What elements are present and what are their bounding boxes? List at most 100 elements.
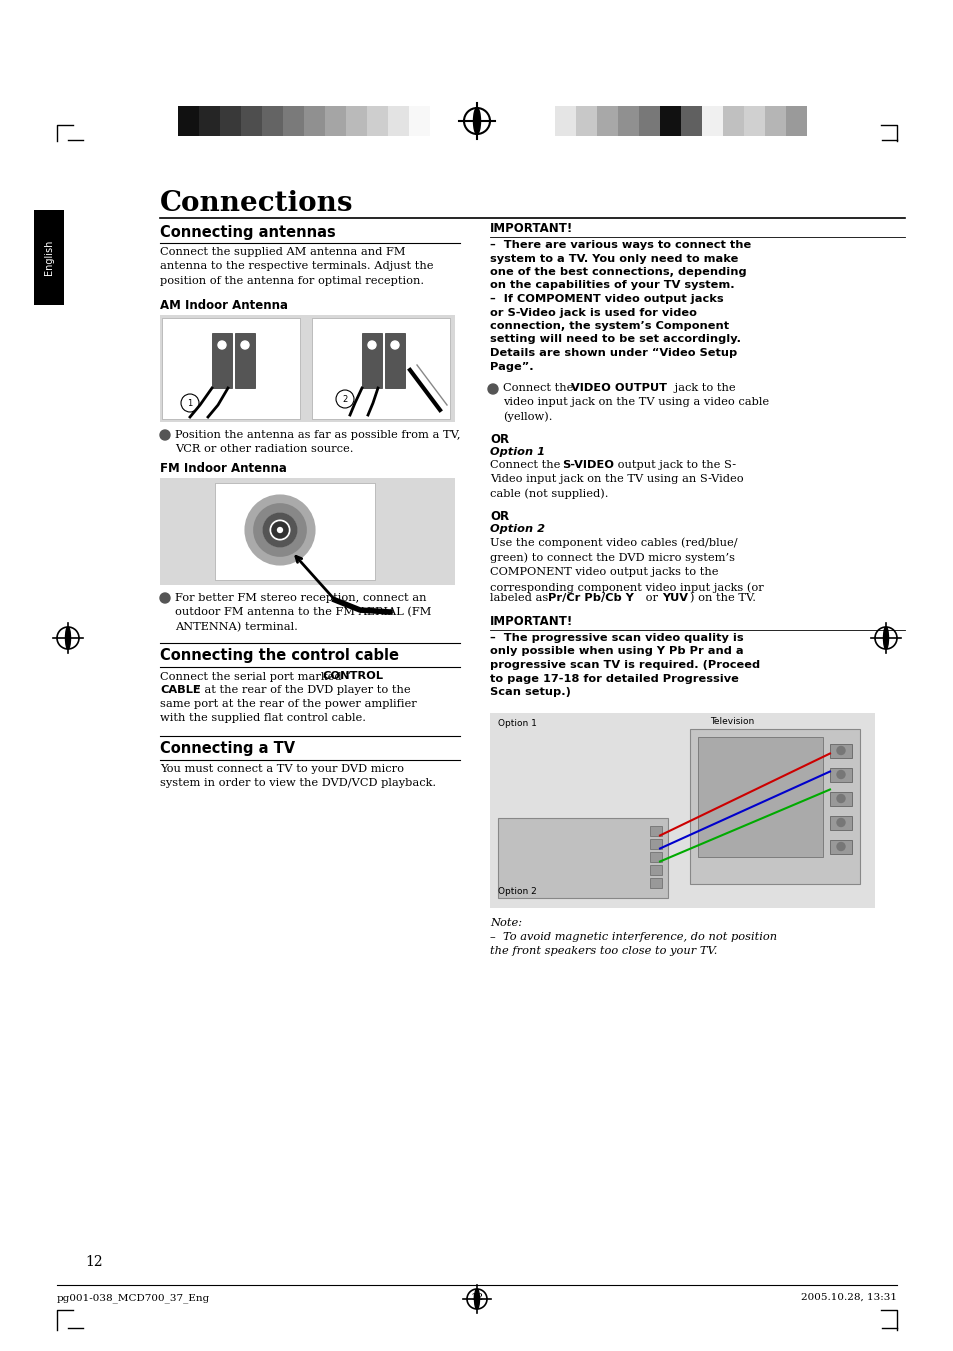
Text: setting will need to be set accordingly.: setting will need to be set accordingly. xyxy=(490,335,740,345)
Text: jack to the: jack to the xyxy=(670,382,735,393)
Text: Video input jack on the TV using an S-Video: Video input jack on the TV using an S-Vi… xyxy=(490,474,742,484)
Bar xyxy=(649,825,661,835)
Text: to page 17-18 for detailed Progressive: to page 17-18 for detailed Progressive xyxy=(490,674,739,684)
Text: Option 2: Option 2 xyxy=(497,888,537,897)
Circle shape xyxy=(181,394,199,412)
Bar xyxy=(722,105,743,136)
Bar xyxy=(829,816,851,830)
Circle shape xyxy=(391,340,398,349)
Bar xyxy=(659,105,680,136)
Text: Connect the supplied AM antenna and FM
antenna to the respective terminals. Adju: Connect the supplied AM antenna and FM a… xyxy=(160,247,433,286)
Text: Page”.: Page”. xyxy=(490,362,533,372)
Text: ” at the rear of the DVD player to the: ” at the rear of the DVD player to the xyxy=(194,685,410,694)
Text: same port at the rear of the power amplifier: same port at the rear of the power ampli… xyxy=(160,698,416,709)
Circle shape xyxy=(836,794,844,802)
Text: OR: OR xyxy=(490,434,509,446)
Bar xyxy=(576,105,597,136)
Text: progressive scan TV is required. (Proceed: progressive scan TV is required. (Procee… xyxy=(490,661,760,670)
Circle shape xyxy=(488,384,497,394)
Text: with the supplied flat control cable.: with the supplied flat control cable. xyxy=(160,713,366,723)
Bar xyxy=(160,315,455,422)
Bar xyxy=(262,105,283,136)
Bar xyxy=(325,105,346,136)
Bar xyxy=(639,105,659,136)
Circle shape xyxy=(836,747,844,754)
Text: Connecting antennas: Connecting antennas xyxy=(160,226,335,240)
Bar xyxy=(312,317,450,419)
Text: (yellow).: (yellow). xyxy=(502,411,552,422)
Text: YUV: YUV xyxy=(661,593,687,603)
Bar xyxy=(361,332,381,388)
Text: VIDEO OUTPUT: VIDEO OUTPUT xyxy=(571,382,666,393)
Text: Television: Television xyxy=(709,716,754,725)
Bar xyxy=(618,105,639,136)
Text: Connecting a TV: Connecting a TV xyxy=(160,740,294,757)
Bar xyxy=(555,105,576,136)
Bar xyxy=(214,484,375,580)
Text: 12: 12 xyxy=(85,1255,103,1269)
Bar xyxy=(160,478,455,585)
Text: Connections: Connections xyxy=(160,190,354,218)
Bar xyxy=(680,105,701,136)
Text: one of the best connections, depending: one of the best connections, depending xyxy=(490,267,746,277)
Text: output jack to the S-: output jack to the S- xyxy=(614,459,736,470)
Ellipse shape xyxy=(882,627,887,648)
Circle shape xyxy=(335,390,354,408)
Circle shape xyxy=(836,770,844,778)
Text: –  There are various ways to connect the: – There are various ways to connect the xyxy=(490,240,750,250)
Bar xyxy=(304,105,325,136)
Text: Pr/Cr Pb/Cb Y: Pr/Cr Pb/Cb Y xyxy=(547,593,633,603)
Circle shape xyxy=(160,593,170,603)
Text: system to a TV. You only need to make: system to a TV. You only need to make xyxy=(490,254,738,263)
Bar xyxy=(649,878,661,888)
Text: only possible when using Y Pb Pr and a: only possible when using Y Pb Pr and a xyxy=(490,647,742,657)
Ellipse shape xyxy=(473,108,480,134)
Bar xyxy=(829,743,851,758)
Ellipse shape xyxy=(474,1289,479,1309)
Bar xyxy=(649,865,661,874)
Text: video input jack on the TV using a video cable: video input jack on the TV using a video… xyxy=(502,397,768,407)
Text: cable (not supplied).: cable (not supplied). xyxy=(490,488,608,499)
Bar xyxy=(649,851,661,862)
Text: IMPORTANT!: IMPORTANT! xyxy=(490,615,573,628)
Text: –  If COMPOMENT video output jacks: – If COMPOMENT video output jacks xyxy=(490,295,723,304)
Text: 2005.10.28, 13:31: 2005.10.28, 13:31 xyxy=(801,1293,896,1302)
Bar xyxy=(34,209,64,305)
Text: 12: 12 xyxy=(470,1293,483,1302)
Circle shape xyxy=(241,340,249,349)
Text: connection, the system’s Component: connection, the system’s Component xyxy=(490,322,728,331)
Text: 1: 1 xyxy=(187,399,193,408)
Bar xyxy=(283,105,304,136)
Bar xyxy=(234,332,254,388)
Text: or: or xyxy=(641,593,661,603)
Bar xyxy=(689,728,859,884)
Circle shape xyxy=(160,430,170,440)
Circle shape xyxy=(218,340,226,349)
Text: or S-Video jack is used for video: or S-Video jack is used for video xyxy=(490,308,696,317)
Bar xyxy=(701,105,722,136)
Bar xyxy=(367,105,388,136)
Bar xyxy=(199,105,220,136)
Text: Connect the: Connect the xyxy=(502,382,577,393)
Text: –  To avoid magnetic interference, do not position
the front speakers too close : – To avoid magnetic interference, do not… xyxy=(490,931,777,955)
Text: For better FM stereo reception, connect an
outdoor FM antenna to the FM AERIAL (: For better FM stereo reception, connect … xyxy=(174,593,431,632)
Text: 2: 2 xyxy=(342,394,347,404)
Text: labeled as: labeled as xyxy=(490,593,551,603)
Bar xyxy=(220,105,241,136)
Bar xyxy=(698,736,822,857)
Text: Note:: Note: xyxy=(490,917,521,928)
Bar xyxy=(162,317,299,419)
Bar xyxy=(385,332,405,388)
Bar xyxy=(785,105,806,136)
Text: You must connect a TV to your DVD micro
system in order to view the DVD/VCD play: You must connect a TV to your DVD micro … xyxy=(160,765,436,789)
Bar xyxy=(743,105,764,136)
Text: OR: OR xyxy=(490,509,509,523)
Bar xyxy=(829,839,851,854)
Text: CABLE: CABLE xyxy=(160,685,200,694)
Bar xyxy=(597,105,618,136)
Text: Details are shown under “Video Setup: Details are shown under “Video Setup xyxy=(490,349,737,358)
Bar xyxy=(490,712,874,908)
Bar xyxy=(829,767,851,781)
Text: AM Indoor Antenna: AM Indoor Antenna xyxy=(160,299,288,312)
Text: Scan setup.): Scan setup.) xyxy=(490,688,570,697)
